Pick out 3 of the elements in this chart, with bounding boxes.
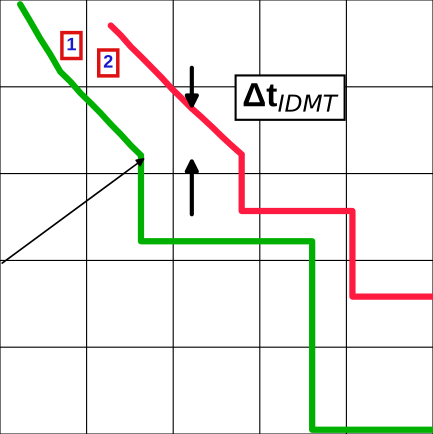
- annotation: 2: [104, 54, 113, 68]
- annotation: Δt$_{IDMT}$: [244, 83, 338, 112]
- annotation: 1: [68, 38, 76, 50]
